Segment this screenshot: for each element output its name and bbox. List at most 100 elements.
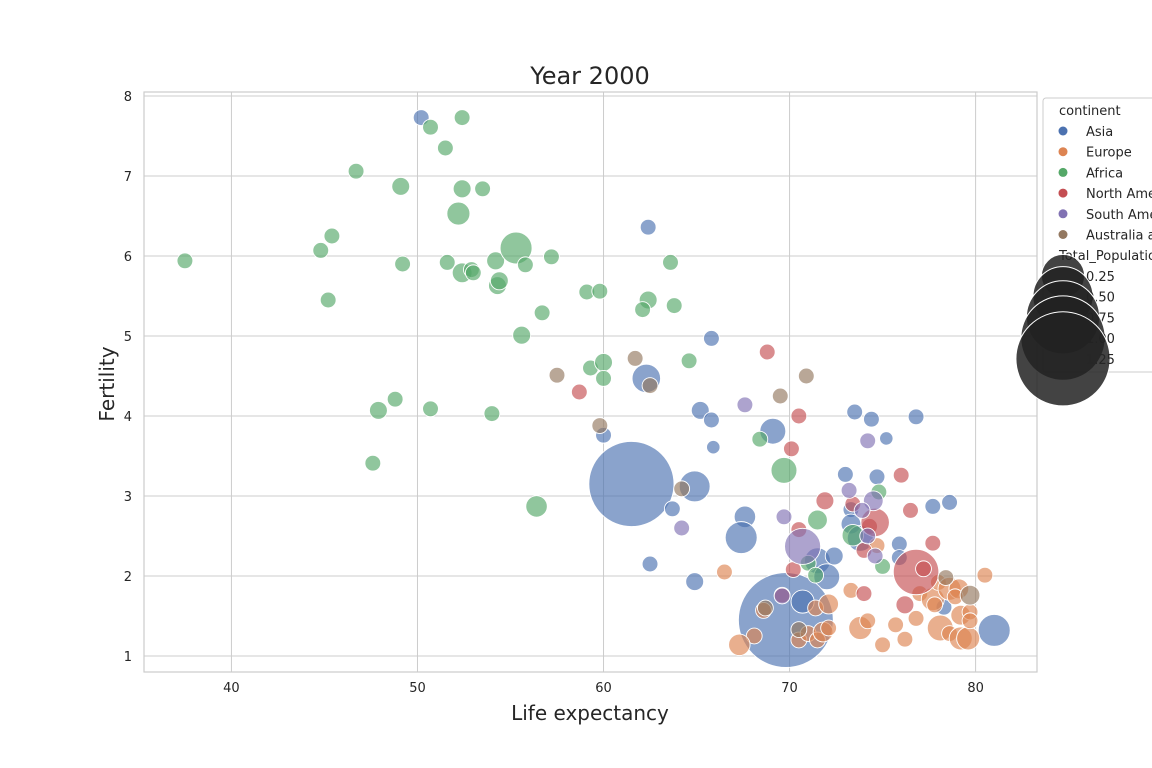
legend-size-title: Total_Population [1058,249,1152,264]
data-point [594,352,613,372]
data-point [319,291,337,309]
data-points [176,109,1011,668]
data-point [915,560,932,578]
legend-marker [1058,230,1068,239]
data-point [422,400,439,418]
data-point [977,613,1011,647]
legend-size-label: 1.25 [1086,353,1115,368]
data-point [690,400,710,420]
legend-size-marker [1015,311,1111,407]
data-point [512,325,532,345]
data-point [673,480,691,498]
data-point [736,396,754,414]
legend-label: Europe [1086,146,1132,161]
data-point [907,408,925,426]
y-tick-label: 2 [124,570,132,585]
data-point [751,430,769,448]
data-point [775,508,793,526]
y-tick-label: 8 [124,90,132,105]
data-point [896,630,914,648]
data-point [853,502,871,519]
data-point [543,248,560,266]
x-tick-label: 40 [223,681,240,696]
data-point [570,383,588,401]
chart-title: Year 2000 [529,62,650,90]
data-point [639,218,657,236]
data-point [926,596,944,614]
data-point [662,254,679,271]
data-point [548,366,566,384]
data-point [716,563,733,581]
y-tick-label: 5 [124,330,132,345]
y-tick-label: 1 [124,650,132,665]
data-point [961,612,979,630]
data-point [703,411,720,429]
legend-marker [1058,188,1068,198]
data-point [386,390,404,408]
y-tick-label: 7 [124,170,132,185]
x-tick-label: 80 [967,681,984,696]
data-point [770,456,798,484]
legend-label: Australia and Oceania [1086,229,1152,244]
data-point [941,494,958,511]
data-point [859,527,877,545]
data-point [446,201,471,226]
data-point [784,527,822,565]
data-point [807,509,828,531]
data-point [422,118,439,136]
x-axis-label: Life expectancy [511,701,669,725]
data-point [474,180,491,198]
data-point [924,534,942,552]
legend-marker [1058,126,1068,136]
data-point [820,619,838,637]
data-point [680,352,698,370]
y-tick-label: 4 [124,410,132,425]
data-point [438,254,456,271]
ticks: 40 50 60 70 80 1 2 3 4 5 6 7 8 [124,90,984,696]
data-point [673,519,691,537]
data-point [895,595,915,615]
data-point [665,297,683,314]
data-point [874,636,891,654]
data-point [499,231,533,265]
y-tick-label: 3 [124,490,132,505]
data-point [836,466,854,483]
x-tick-label: 60 [595,681,612,696]
legend-marker [1058,209,1068,219]
data-point [626,350,644,367]
data-point [486,251,506,271]
legend-marker [1058,147,1068,157]
data-point [840,482,858,499]
data-point [790,621,808,638]
data-point [818,593,839,615]
data-point [489,271,509,291]
legend-size-label: 0.25 [1086,270,1115,285]
data-point [846,403,864,421]
data-point [924,498,942,515]
data-point [783,440,800,458]
data-point [312,242,330,259]
data-point [863,410,880,428]
data-point [756,599,774,617]
data-point [724,521,758,555]
x-tick-label: 70 [781,681,798,696]
data-point [815,491,835,511]
data-point [706,440,721,455]
data-point [887,616,904,634]
data-point [859,432,877,450]
y-axis-label: Fertility [95,346,119,421]
data-point [364,454,382,472]
data-point [533,304,551,322]
data-point [591,282,609,300]
legend-label: South America [1086,208,1152,223]
data-point [737,572,834,668]
data-point [892,466,910,484]
data-point [956,626,981,651]
data-point [976,566,994,584]
data-point [703,330,720,347]
grid [144,92,1037,672]
data-point [368,400,388,420]
data-point [902,502,919,519]
data-point [176,252,194,270]
